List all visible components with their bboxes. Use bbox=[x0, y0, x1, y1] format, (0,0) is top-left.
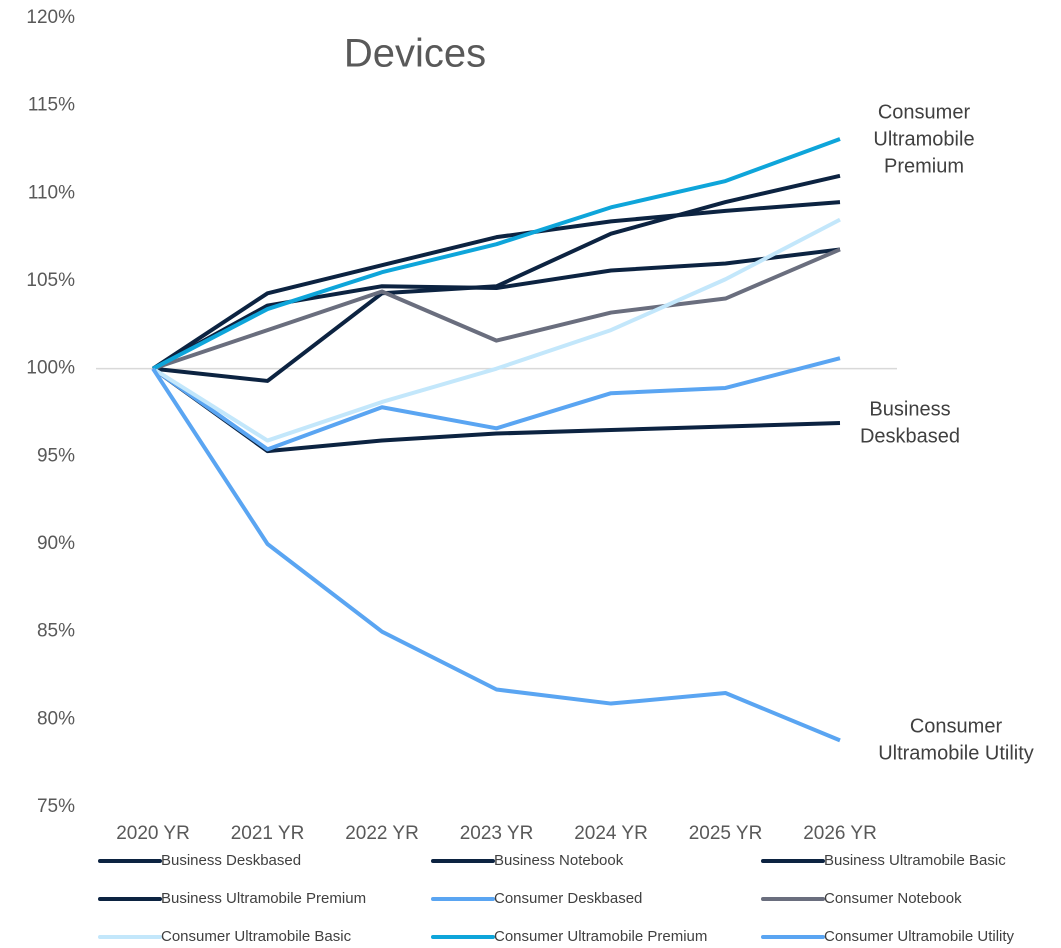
series-line bbox=[152, 247, 841, 371]
series-line bbox=[151, 367, 841, 743]
annotation: Business bbox=[869, 398, 950, 420]
annotation: Deskbased bbox=[860, 425, 960, 447]
y-tick-label: 85% bbox=[37, 621, 75, 642]
y-tick-label: 100% bbox=[26, 358, 75, 379]
annotation: Ultramobile Utility bbox=[878, 742, 1034, 764]
x-tick-label: 2023 YR bbox=[460, 823, 534, 844]
y-tick-label: 90% bbox=[37, 533, 75, 554]
chart-title: Devices bbox=[344, 32, 486, 76]
legend-label: Consumer Ultramobile Basic bbox=[161, 928, 352, 945]
x-tick-label: 2025 YR bbox=[689, 823, 763, 844]
series-line bbox=[151, 356, 841, 452]
annotation: Premium bbox=[884, 155, 964, 177]
y-tick-label: 110% bbox=[28, 182, 75, 203]
series-line bbox=[151, 217, 841, 443]
y-tick-label: 75% bbox=[37, 796, 75, 817]
y-tick-label: 95% bbox=[37, 445, 75, 466]
legend-label: Business Deskbased bbox=[161, 852, 301, 869]
legend-label: Consumer Ultramobile Utility bbox=[824, 928, 1015, 945]
legend-label: Business Ultramobile Basic bbox=[824, 852, 1006, 869]
y-tick-label: 80% bbox=[37, 708, 75, 729]
series-line bbox=[152, 247, 841, 371]
x-tick-label: 2020 YR bbox=[116, 823, 190, 844]
y-tick-label: 120% bbox=[26, 7, 75, 28]
legend-label: Business Notebook bbox=[494, 852, 624, 869]
x-tick-label: 2021 YR bbox=[231, 823, 305, 844]
y-tick-label: 105% bbox=[26, 270, 75, 291]
legend-label: Consumer Notebook bbox=[824, 890, 962, 907]
annotation: Ultramobile bbox=[873, 128, 974, 150]
x-tick-label: 2024 YR bbox=[574, 823, 648, 844]
legend-label: Consumer Ultramobile Premium bbox=[494, 928, 707, 945]
legend-label: Consumer Deskbased bbox=[494, 890, 642, 907]
series-line bbox=[152, 173, 841, 383]
x-tick-label: 2022 YR bbox=[345, 823, 419, 844]
series-line bbox=[152, 137, 841, 371]
series-line bbox=[151, 200, 841, 371]
annotation: Consumer bbox=[878, 101, 971, 123]
annotation: Consumer bbox=[910, 715, 1003, 737]
legend-label: Business Ultramobile Premium bbox=[161, 890, 366, 907]
y-tick-label: 115% bbox=[28, 95, 75, 116]
x-tick-label: 2026 YR bbox=[803, 823, 877, 844]
